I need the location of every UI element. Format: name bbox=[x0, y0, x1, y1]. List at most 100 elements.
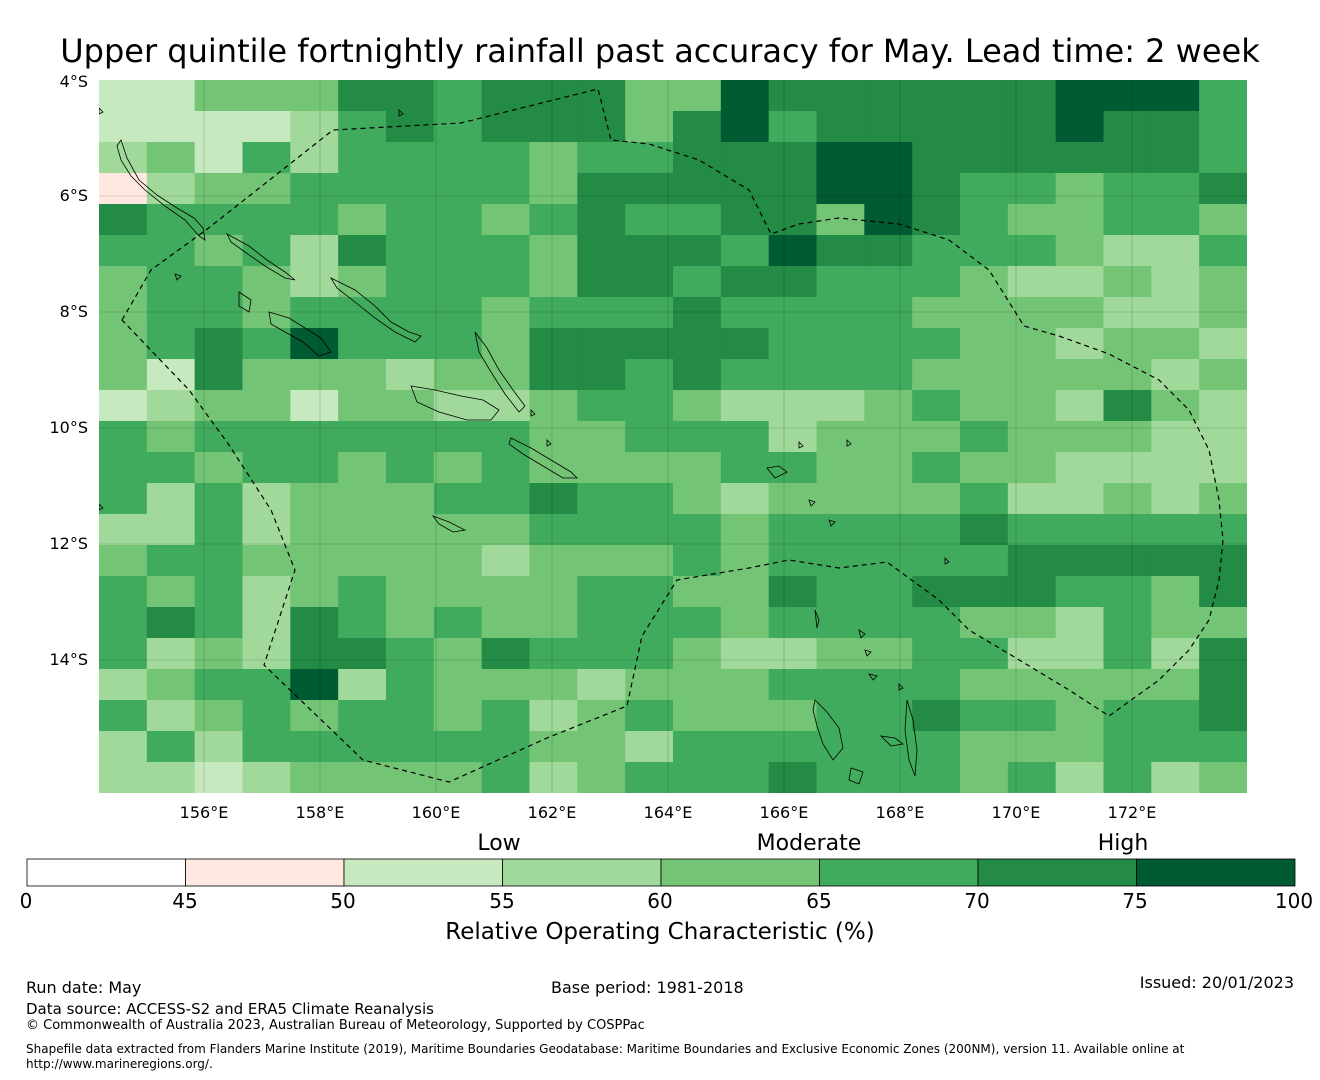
heatmap-cell bbox=[290, 576, 339, 608]
heatmap-cell bbox=[146, 204, 196, 236]
heatmap-cell bbox=[912, 142, 961, 174]
heatmap-cell bbox=[194, 638, 244, 670]
colorbar-segment bbox=[502, 858, 662, 887]
heatmap-cell bbox=[194, 731, 244, 763]
heatmap-cell bbox=[1055, 669, 1105, 701]
eez-boundary bbox=[121, 88, 1224, 783]
copyright: © Commonwealth of Australia 2023, Austra… bbox=[26, 1018, 645, 1033]
heatmap-cell bbox=[529, 359, 578, 391]
legend-tick-45: 45 bbox=[172, 889, 198, 913]
heatmap-cell bbox=[338, 700, 387, 732]
heatmap-cell bbox=[290, 297, 339, 329]
heatmap-cell bbox=[912, 514, 961, 546]
heatmap-cell bbox=[912, 359, 961, 391]
heatmap-cell bbox=[1055, 111, 1105, 143]
heatmap-cell bbox=[720, 638, 770, 670]
heatmap-cell bbox=[194, 80, 244, 112]
heatmap-cell bbox=[290, 762, 339, 793]
heatmap-cell bbox=[1151, 731, 1200, 763]
heatmap-cell bbox=[912, 421, 961, 453]
heatmap-cell bbox=[912, 111, 961, 143]
heatmap-cell bbox=[386, 80, 435, 112]
heatmap-cell bbox=[673, 142, 722, 174]
heatmap-cell bbox=[673, 80, 722, 112]
heatmap-cell bbox=[146, 731, 196, 763]
heatmap-cell bbox=[1055, 80, 1105, 112]
heatmap-cell bbox=[529, 545, 578, 577]
heatmap-cell bbox=[1199, 421, 1247, 453]
heatmap-cell bbox=[768, 111, 818, 143]
legend-tick-70: 70 bbox=[964, 889, 990, 913]
colorbar-segment bbox=[343, 858, 503, 887]
heatmap-cell bbox=[625, 142, 674, 174]
heatmap-cell bbox=[1151, 235, 1200, 267]
heatmap-cell bbox=[1007, 638, 1057, 670]
heatmap-cell bbox=[1103, 762, 1152, 793]
heatmap-cell bbox=[433, 390, 483, 422]
colorbar-title: Relative Operating Characteristic (%) bbox=[445, 919, 875, 945]
heatmap-cell bbox=[577, 638, 626, 670]
legend-tick-65: 65 bbox=[806, 889, 832, 913]
heatmap-cell bbox=[960, 762, 1009, 793]
heatmap-cell bbox=[481, 700, 531, 732]
heatmap-cell bbox=[864, 514, 913, 546]
heatmap-cell bbox=[816, 142, 865, 174]
heatmap-cell bbox=[1151, 297, 1200, 329]
heatmap-cell bbox=[1103, 576, 1152, 608]
colorbar-segment bbox=[819, 858, 979, 887]
heatmap-cell bbox=[625, 731, 674, 763]
heatmap-cell bbox=[1103, 514, 1152, 546]
heatmap-cell bbox=[146, 545, 196, 577]
heatmap-cell bbox=[816, 669, 865, 701]
guadalcanal-coast bbox=[410, 385, 500, 421]
heatmap-cell bbox=[1055, 514, 1105, 546]
heatmap-cell bbox=[960, 328, 1009, 360]
heatmap-cell bbox=[816, 607, 865, 639]
heatmap-cell bbox=[481, 452, 531, 484]
heatmap-cell bbox=[529, 514, 578, 546]
efate-coast bbox=[848, 767, 864, 785]
heatmap-cell bbox=[912, 545, 961, 577]
heatmap-cell bbox=[1055, 235, 1105, 267]
heatmap-cell bbox=[1151, 452, 1200, 484]
heatmap-cell bbox=[673, 297, 722, 329]
heatmap-cell bbox=[338, 359, 387, 391]
heatmap-cell bbox=[625, 297, 674, 329]
heatmap-cell bbox=[1199, 328, 1247, 360]
heatmap-cell bbox=[577, 328, 626, 360]
heatmap-cell bbox=[816, 483, 865, 515]
legend-tick-100: 100 bbox=[1274, 889, 1314, 913]
heatmap-cell bbox=[768, 297, 818, 329]
heatmap-cell bbox=[625, 483, 674, 515]
heatmap-cell bbox=[242, 731, 291, 763]
heatmap-cell bbox=[577, 452, 626, 484]
heatmap-cell bbox=[386, 483, 435, 515]
heatmap-cell bbox=[673, 266, 722, 298]
heatmap-cell bbox=[577, 266, 626, 298]
heatmap-cell bbox=[338, 328, 387, 360]
heatmap-cell bbox=[1103, 173, 1152, 205]
heatmap-cell bbox=[1007, 607, 1057, 639]
heatmap-cell bbox=[673, 669, 722, 701]
heatmap-cell bbox=[99, 173, 148, 205]
heatmap-cell bbox=[338, 235, 387, 267]
heatmap-cell bbox=[864, 669, 913, 701]
heatmap-cell bbox=[1151, 173, 1200, 205]
heatmap-cell bbox=[768, 235, 818, 267]
heatmap-cell bbox=[529, 483, 578, 515]
heatmap-cell bbox=[864, 452, 913, 484]
heatmap-cell bbox=[481, 483, 531, 515]
heatmap-cell bbox=[768, 638, 818, 670]
heatmap-cell bbox=[577, 421, 626, 453]
heatmap-cell bbox=[290, 142, 339, 174]
heatmap-cell bbox=[1103, 545, 1152, 577]
lon-label-168e: 168°E bbox=[875, 803, 925, 822]
heatmap-cell bbox=[912, 297, 961, 329]
heatmap-cell bbox=[1007, 731, 1057, 763]
heatmap-cell bbox=[99, 607, 148, 639]
heatmap-cell bbox=[768, 359, 818, 391]
heatmap-cell bbox=[1007, 576, 1057, 608]
heatmap-cell bbox=[1007, 80, 1057, 112]
heatmap-cell bbox=[720, 328, 770, 360]
heatmap-cell bbox=[290, 514, 339, 546]
